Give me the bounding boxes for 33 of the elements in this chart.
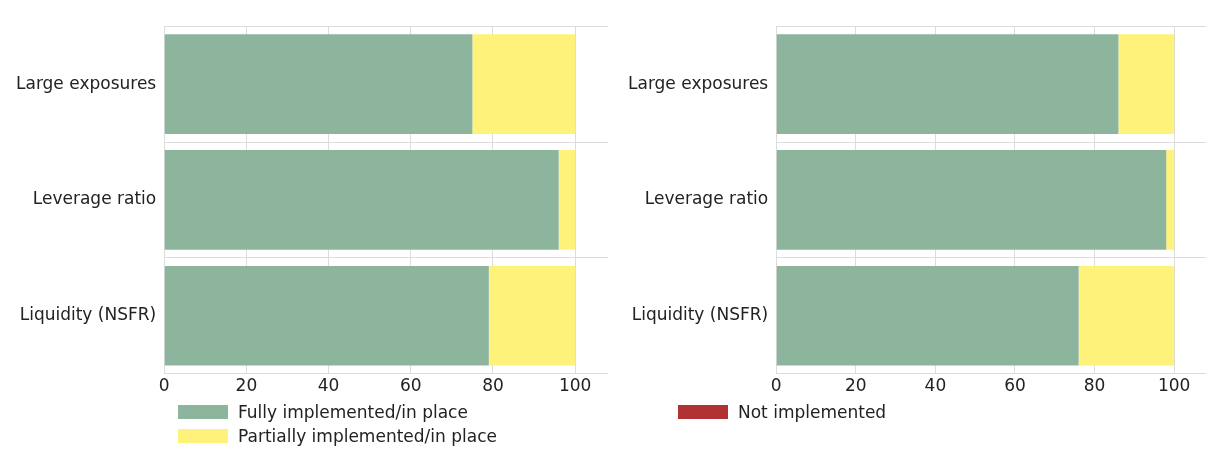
x-tick-label: 0 xyxy=(158,375,170,396)
x-tick-label: 40 xyxy=(924,375,947,396)
legend-label: Fully implemented/in place xyxy=(238,402,468,422)
bar xyxy=(488,265,576,366)
x-tick-label: 60 xyxy=(399,375,422,396)
x-tick-label: 80 xyxy=(482,375,504,396)
legend-label: Not implemented xyxy=(738,402,887,422)
x-tick-label: 20 xyxy=(844,375,867,396)
y-tick-label: Leverage ratio xyxy=(644,188,769,209)
y-tick-label: Leverage ratio xyxy=(32,188,157,209)
x-tick-label: 100 xyxy=(558,375,592,396)
bar xyxy=(164,150,559,250)
x-tick-label: 40 xyxy=(317,375,340,396)
x-tick-label: 20 xyxy=(235,375,258,396)
bar xyxy=(1078,265,1175,366)
y-tick-label: Liquidity (NSFR) xyxy=(631,304,769,325)
bar xyxy=(776,265,1079,366)
bar xyxy=(776,150,1167,250)
bar xyxy=(472,34,576,134)
bar xyxy=(164,34,473,134)
legend-label: Partially implemented/in place xyxy=(238,426,497,446)
bar xyxy=(1166,150,1175,250)
y-tick-label: Large exposures xyxy=(15,72,157,93)
bar xyxy=(1118,34,1175,134)
bar xyxy=(164,265,489,366)
y-tick-label: Liquidity (NSFR) xyxy=(19,304,157,325)
x-tick-label: 60 xyxy=(1004,375,1026,396)
y-tick-label: Large exposures xyxy=(627,72,769,93)
bar xyxy=(776,34,1119,134)
x-tick-label: 100 xyxy=(1157,375,1191,396)
bar xyxy=(558,150,576,250)
x-tick-label: 80 xyxy=(1083,375,1106,396)
x-tick-label: 0 xyxy=(770,375,782,396)
